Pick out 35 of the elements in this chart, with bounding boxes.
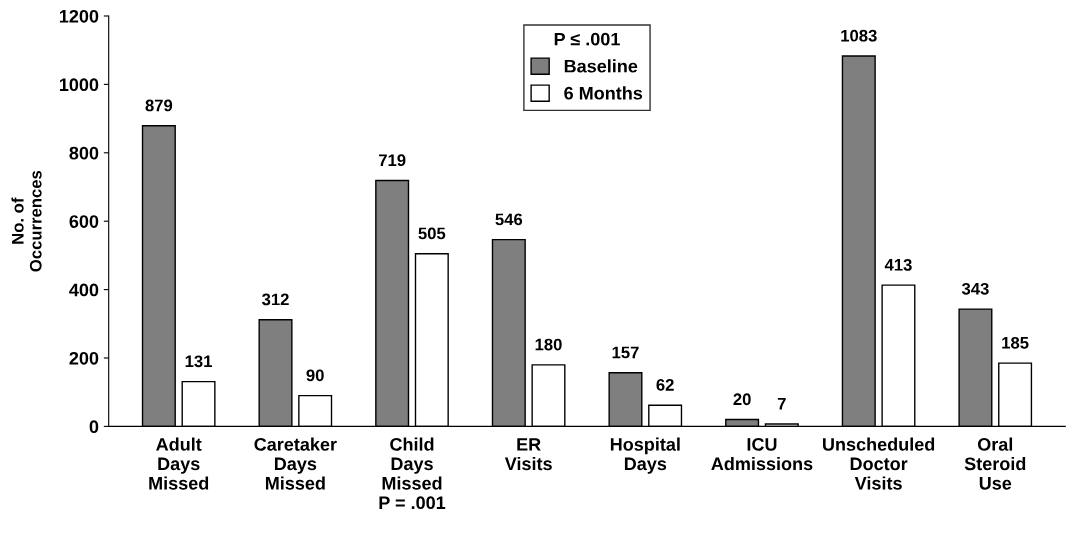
x-tick-label: Child Days Missed P = .001 [379, 437, 446, 510]
legend-title: P ≤ .001 [554, 32, 620, 46]
data-label: 157 [612, 346, 639, 359]
x-tick-label: Oral Steroid Use [964, 437, 1026, 490]
y-tick-label: 1000 [59, 78, 99, 92]
data-label: 131 [185, 355, 212, 368]
y-tick-label: 1200 [59, 9, 99, 23]
y-tick-label: 400 [69, 283, 99, 297]
data-label: 546 [495, 213, 523, 226]
legend-label: Baseline [564, 59, 638, 73]
data-label: 312 [262, 293, 289, 306]
data-label: 1083 [841, 29, 877, 42]
y-tick-label: 600 [69, 215, 99, 228]
data-label: 20 [733, 393, 751, 406]
data-label: 879 [145, 99, 173, 112]
x-tick-label: ER Visits [504, 438, 552, 471]
y-axis-title: No. of Occurrences [11, 170, 42, 272]
x-tick-label: Unscheduled Doctor Visits [823, 437, 935, 490]
y-tick-label: 800 [69, 146, 99, 160]
data-label: 343 [961, 282, 989, 295]
x-tick-label: Hospital Days [610, 437, 680, 474]
data-label: 185 [1002, 336, 1029, 349]
data-label: 180 [535, 338, 562, 351]
data-label: 90 [306, 369, 324, 382]
data-label: 719 [378, 154, 406, 167]
x-tick-label: Adult Days Missed [149, 437, 209, 490]
y-tick-label: 0 [89, 420, 99, 434]
legend-label: 6 Months [564, 86, 643, 100]
data-label: 505 [418, 227, 446, 240]
data-label: 7 [777, 397, 786, 410]
data-label: 62 [656, 378, 674, 391]
x-tick-label: ICU Admissions [711, 437, 813, 471]
x-tick-label: Caretaker Days Missed [254, 437, 337, 490]
y-tick-label: 200 [69, 351, 99, 365]
data-label: 413 [884, 258, 912, 271]
